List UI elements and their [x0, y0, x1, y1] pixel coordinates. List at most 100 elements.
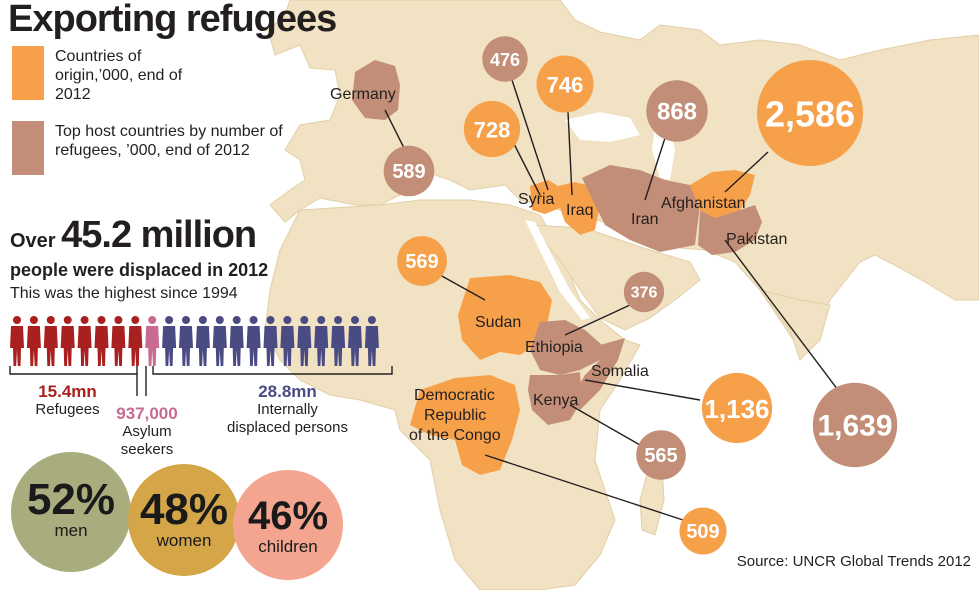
idp-label-line2: displaced persons — [227, 419, 348, 436]
value-syria-host: 476 — [490, 50, 520, 70]
asylum-value: 937,000 — [116, 404, 178, 423]
leader-iran — [644, 137, 666, 201]
leader-lines — [384, 79, 839, 521]
asylum-label-line2: seekers — [120, 441, 174, 458]
leader-kenya — [569, 404, 641, 446]
label-sudan: Sudan — [475, 314, 521, 331]
value-sudan: 569 — [405, 251, 438, 273]
person-figure-idp — [314, 316, 329, 366]
stat-men: 52% men — [11, 452, 131, 572]
stat-women-label: women — [156, 531, 212, 550]
value-afghanistan: 2,586 — [765, 94, 855, 135]
bubble-afghanistan[interactable] — [757, 60, 863, 166]
refugees-label: Refugees — [35, 401, 100, 418]
label-germany: Germany — [330, 86, 396, 103]
value-kenya: 565 — [644, 445, 677, 467]
bubble-syria-origin[interactable] — [463, 100, 521, 158]
person-figure-refugees — [43, 316, 58, 366]
person-figure-refugees — [128, 316, 143, 366]
bubble-pakistan[interactable] — [812, 382, 898, 468]
idp-label-line1: Internally — [257, 401, 318, 418]
syria-country[interactable] — [530, 180, 560, 214]
person-figure-idp — [348, 316, 362, 366]
person-figure-refugees — [60, 316, 75, 366]
leader-syria-origin — [511, 139, 541, 196]
bubble-sudan[interactable] — [397, 236, 447, 286]
headline-note: This was the highest since 1994 — [10, 285, 238, 302]
red-sea — [525, 220, 590, 320]
stat-men-label: men — [54, 521, 88, 540]
iraq-country[interactable] — [558, 182, 600, 235]
germany-country[interactable] — [352, 60, 400, 120]
value-drc: 509 — [686, 521, 719, 543]
pakistan-country[interactable] — [698, 205, 762, 255]
label-kenya: Kenya — [533, 392, 578, 409]
label-drc-line2: Republic — [424, 407, 486, 424]
page-title: Exporting refugees — [8, 0, 337, 40]
label-afghanistan: Afghanistan — [661, 195, 746, 212]
headline-figure: 45.2 million — [61, 214, 257, 256]
idp-value: 28.8mn — [258, 382, 317, 401]
person-figure-idp — [179, 316, 193, 366]
stat-children-label: children — [258, 537, 318, 556]
legend-host-swatch — [12, 121, 44, 175]
leader-pakistan — [724, 239, 839, 391]
leader-ethiopia — [564, 304, 631, 336]
iran-country[interactable] — [582, 165, 700, 252]
label-iran: Iran — [631, 211, 659, 228]
stat-children-value: 46% — [247, 494, 329, 538]
value-somalia: 1,136 — [704, 394, 769, 424]
headline-subtitle: people were displaced in 2012 — [10, 260, 269, 280]
bubble-syria-host[interactable] — [482, 36, 528, 82]
ethiopia-country[interactable] — [530, 320, 602, 375]
bubble-ethiopia[interactable] — [623, 271, 665, 313]
black-sea — [565, 112, 640, 142]
bubble-somalia[interactable] — [701, 372, 773, 444]
label-ethiopia: Ethiopia — [525, 339, 583, 356]
person-figure-asylum — [145, 316, 160, 366]
leader-afghanistan — [724, 151, 769, 193]
refugees-value: 15.4mn — [38, 382, 97, 401]
bubble-germany[interactable] — [383, 145, 435, 197]
sudan-country[interactable] — [458, 275, 552, 360]
value-iran: 868 — [657, 99, 697, 126]
idp-group: 28.8mn Internally displaced persons — [210, 383, 365, 437]
kenya-country[interactable] — [528, 372, 582, 425]
leader-drc — [484, 454, 684, 521]
bubbles — [383, 36, 898, 555]
label-somalia: Somalia — [591, 363, 649, 380]
bubble-iraq[interactable] — [536, 55, 594, 113]
person-figure-refugees — [77, 316, 92, 366]
somalia-country[interactable] — [570, 338, 625, 410]
people-pictogram — [10, 316, 379, 366]
headline: Over 45.2 million — [10, 214, 257, 257]
bracket-idp — [152, 366, 393, 375]
person-figure-idp — [212, 316, 227, 366]
person-figure-refugees — [26, 316, 41, 366]
leader-germany — [384, 109, 406, 151]
leader-sudan — [439, 274, 486, 301]
legend-origin-swatch — [12, 46, 44, 100]
label-syria: Syria — [518, 191, 555, 208]
bracket-refugees — [9, 366, 138, 375]
person-figure-idp — [162, 316, 177, 366]
label-drc-line3: of the Congo — [409, 427, 501, 444]
drc-country[interactable] — [410, 375, 520, 475]
label-pakistan: Pakistan — [726, 231, 787, 248]
countries-layer — [352, 60, 762, 475]
source-note: Source: UNCR Global Trends 2012 — [736, 553, 971, 570]
asylum-label-line1: Asylum — [122, 423, 172, 440]
leader-iraq — [567, 111, 573, 196]
legend-host-label: Top host countries by number of refugees… — [55, 123, 283, 159]
country-name-labels: Germany Syria Iraq Iran Afghanistan Paki… — [330, 86, 787, 444]
stat-women-value: 48% — [139, 485, 229, 534]
person-figure-refugees — [94, 316, 109, 366]
bubble-drc[interactable] — [679, 507, 727, 555]
bubble-kenya[interactable] — [636, 430, 686, 480]
leader-somalia — [584, 379, 701, 401]
stat-women: 48% women — [128, 464, 240, 576]
bubble-iran[interactable] — [646, 80, 708, 142]
afghanistan-country[interactable] — [690, 170, 755, 218]
